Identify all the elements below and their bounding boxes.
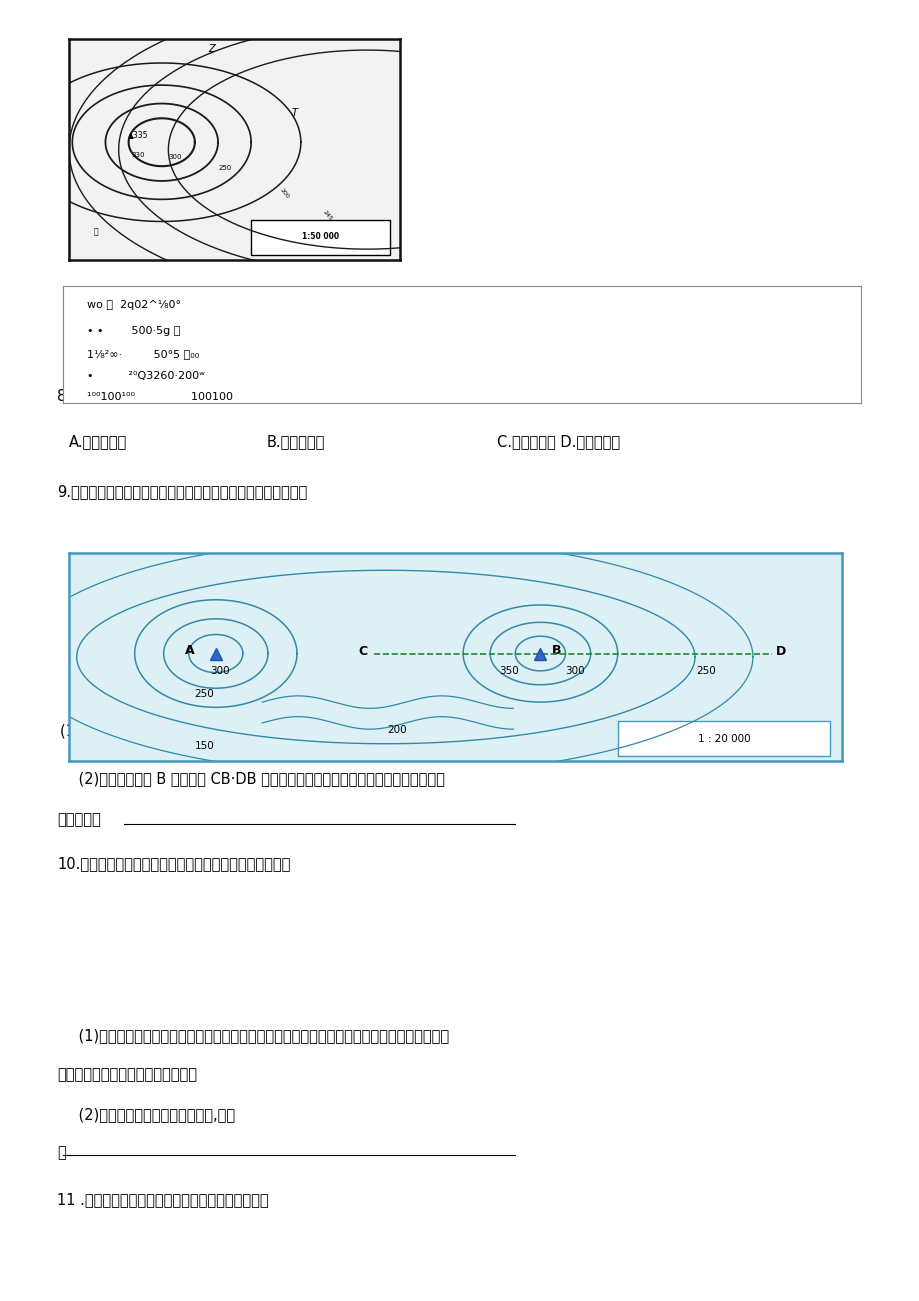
Text: 1:50 000: 1:50 000 <box>301 233 339 242</box>
Text: 250: 250 <box>696 666 716 677</box>
Text: ¹⁰⁰100¹⁰⁰                100100: ¹⁰⁰100¹⁰⁰ 100100 <box>86 392 233 402</box>
Text: 10.读某地各点的海拔图（单位：米），请回答下列问题。: 10.读某地各点的海拔图（单位：米），请回答下列问题。 <box>57 856 290 872</box>
Text: 200: 200 <box>387 726 407 735</box>
Text: • •        500·5g 冲: • • 500·5g 冲 <box>86 327 180 336</box>
Text: 断理由是：: 断理由是： <box>57 812 101 827</box>
Text: 1¹⁄₈²∞·         50°5 嘴₀₀: 1¹⁄₈²∞· 50°5 嘴₀₀ <box>86 350 199 359</box>
Text: 200: 200 <box>278 187 289 200</box>
Text: Z: Z <box>208 44 214 53</box>
Text: 来，最后在每条等高线上标出海拔。: 来，最后在每条等高线上标出海拔。 <box>57 1067 197 1082</box>
Text: B: B <box>551 644 561 657</box>
Text: (2)某同学欲攻登 B 高地，有 CB·DB 两条登山路线，其中坡度较缓的是　　路线。判: (2)某同学欲攻登 B 高地，有 CB·DB 两条登山路线，其中坡度较缓的是 路… <box>60 771 444 787</box>
Text: 是: 是 <box>57 1145 66 1160</box>
Text: 150: 150 <box>194 742 214 751</box>
Text: A.  丁处位于丙处的西北方向: A. 丁处位于丙处的西北方向 <box>69 289 188 304</box>
Text: A: A <box>185 644 194 657</box>
Text: C.平原、丘陵 D.丘陵、盆地: C.平原、丘陵 D.丘陵、盆地 <box>496 435 619 450</box>
Text: 350: 350 <box>499 666 519 677</box>
Text: 250: 250 <box>194 690 214 699</box>
Text: ▲335: ▲335 <box>128 130 149 139</box>
Text: B.  丁处的坡度比丙处舔: B. 丁处的坡度比丙处舔 <box>487 289 590 304</box>
Text: D: D <box>776 645 786 658</box>
Text: 245: 245 <box>322 209 333 222</box>
Text: 1 : 20 000: 1 : 20 000 <box>697 734 750 744</box>
Text: 丙: 丙 <box>93 228 97 237</box>
Text: 300: 300 <box>210 666 229 677</box>
Text: T: T <box>291 108 297 118</box>
Text: (1)尝试绘制等高线：首先经过地形测量获得各点的海拔；把海拔相同的点用光滑的曲线连接起: (1)尝试绘制等高线：首先经过地形测量获得各点的海拔；把海拔相同的点用光滑的曲线… <box>60 1028 448 1043</box>
Text: C: C <box>358 645 368 658</box>
Text: 300: 300 <box>168 154 182 160</box>
Text: 300: 300 <box>565 666 584 677</box>
Text: wo 黑  2q02^¹⁄₈0°: wo 黑 2q02^¹⁄₈0° <box>86 301 180 310</box>
Text: 11 .如图是某区域地形示意图，读图完成下列各题。: 11 .如图是某区域地形示意图，读图完成下列各题。 <box>57 1192 268 1207</box>
FancyBboxPatch shape <box>251 220 390 255</box>
Text: A.高原、山地: A.高原、山地 <box>69 435 127 450</box>
Text: B.高原、平原: B.高原、平原 <box>267 435 324 450</box>
Text: 250: 250 <box>218 165 231 170</box>
Text: •          ²⁰Q3260·200ʷ: • ²⁰Q3260·200ʷ <box>86 371 204 380</box>
Text: (1)比较 A、B 两地高度，较高的是　　　地。: (1)比较 A、B 两地高度，较高的是 地。 <box>60 723 258 739</box>
Text: (2)根据等高线，判断这个地形是,理由: (2)根据等高线，判断这个地形是,理由 <box>60 1107 234 1123</box>
Text: 9.读我省某丘陵的等高线地形图（单位：米），回答下列问题。: 9.读我省某丘陵的等高线地形图（单位：米），回答下列问题。 <box>57 484 307 500</box>
FancyBboxPatch shape <box>617 721 829 756</box>
Text: 8.(2019 七上·天台月考)浙江省的地形主要是（            ）: 8.(2019 七上·天台月考)浙江省的地形主要是（ ） <box>57 388 333 403</box>
Text: D.甲处海拔比丁处海拔高: D.甲处海拔比丁处海拔高 <box>487 336 591 351</box>
Text: 330: 330 <box>131 152 145 159</box>
Text: C.丁处位于山脊: C.丁处位于山脊 <box>69 336 136 351</box>
